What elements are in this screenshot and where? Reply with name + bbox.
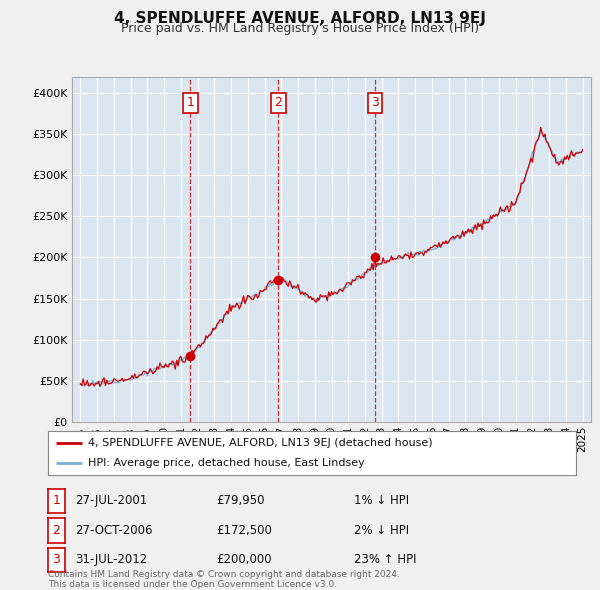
Text: 4, SPENDLUFFE AVENUE, ALFORD, LN13 9EJ (detached house): 4, SPENDLUFFE AVENUE, ALFORD, LN13 9EJ (… bbox=[88, 438, 432, 448]
Text: 4, SPENDLUFFE AVENUE, ALFORD, LN13 9EJ: 4, SPENDLUFFE AVENUE, ALFORD, LN13 9EJ bbox=[114, 11, 486, 25]
Text: 3: 3 bbox=[371, 97, 379, 110]
Text: 1: 1 bbox=[187, 97, 194, 110]
Text: Price paid vs. HM Land Registry's House Price Index (HPI): Price paid vs. HM Land Registry's House … bbox=[121, 22, 479, 35]
Text: 27-JUL-2001: 27-JUL-2001 bbox=[75, 494, 147, 507]
Text: 1% ↓ HPI: 1% ↓ HPI bbox=[354, 494, 409, 507]
Text: 27-OCT-2006: 27-OCT-2006 bbox=[75, 524, 152, 537]
Text: 2: 2 bbox=[275, 97, 283, 110]
Text: 3: 3 bbox=[52, 553, 61, 566]
Text: Contains HM Land Registry data © Crown copyright and database right 2024.
This d: Contains HM Land Registry data © Crown c… bbox=[48, 570, 400, 589]
Text: £79,950: £79,950 bbox=[216, 494, 265, 507]
Text: £172,500: £172,500 bbox=[216, 524, 272, 537]
Text: 2: 2 bbox=[52, 524, 61, 537]
Text: 1: 1 bbox=[52, 494, 61, 507]
Text: 31-JUL-2012: 31-JUL-2012 bbox=[75, 553, 147, 566]
Text: £200,000: £200,000 bbox=[216, 553, 272, 566]
Text: 2% ↓ HPI: 2% ↓ HPI bbox=[354, 524, 409, 537]
Text: HPI: Average price, detached house, East Lindsey: HPI: Average price, detached house, East… bbox=[88, 458, 364, 468]
Text: 23% ↑ HPI: 23% ↑ HPI bbox=[354, 553, 416, 566]
